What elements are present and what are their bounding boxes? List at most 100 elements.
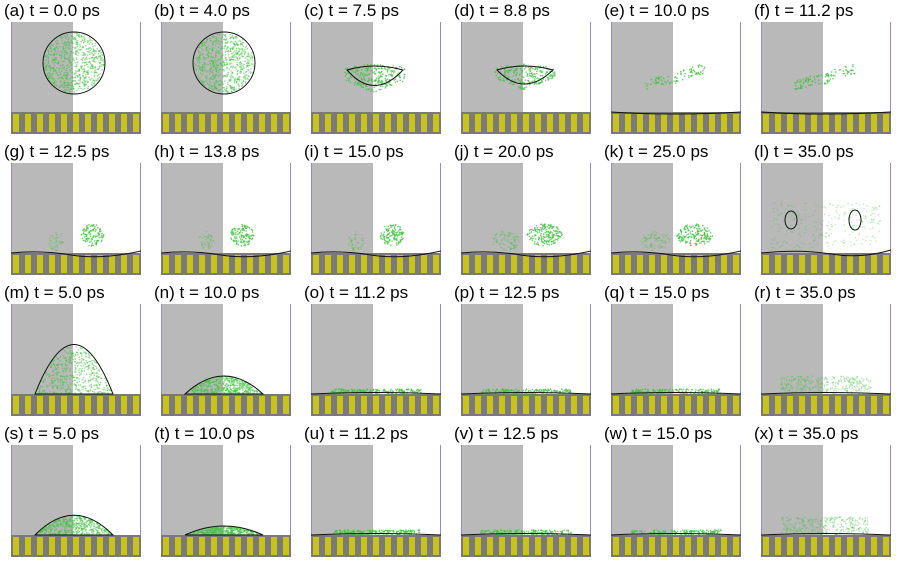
snapshot-panel: (x) t = 35.0 ps xyxy=(750,423,900,564)
surface-outline xyxy=(761,111,891,115)
simulation-frame xyxy=(11,445,141,557)
simulation-snapshot xyxy=(611,304,741,416)
gas-region-left xyxy=(11,163,73,253)
vapor-bubble-outline xyxy=(784,210,798,230)
substrate xyxy=(161,535,291,557)
gas-region-left xyxy=(461,163,523,253)
substrate xyxy=(761,394,891,416)
droplet-particles xyxy=(348,231,365,251)
droplet-outline xyxy=(184,525,264,536)
droplet-particles xyxy=(36,514,113,536)
substrate xyxy=(461,112,591,134)
snapshot-panel: (m) t = 5.0 ps xyxy=(0,282,150,423)
gas-region-right xyxy=(523,445,591,535)
simulation-snapshot xyxy=(761,163,891,275)
surface-outline xyxy=(761,392,891,395)
snapshot-panel: (q) t = 15.0 ps xyxy=(600,282,750,423)
droplet-outline xyxy=(42,31,106,95)
droplet-particles xyxy=(230,223,255,247)
simulation-snapshot xyxy=(461,445,591,557)
simulation-frame xyxy=(761,22,891,134)
surface-outline xyxy=(11,250,141,258)
substrate xyxy=(461,253,591,275)
snapshot-panel: (n) t = 10.0 ps xyxy=(150,282,300,423)
gas-region-left xyxy=(761,163,823,253)
gas-region-left xyxy=(761,304,823,394)
simulation-snapshot xyxy=(461,163,591,275)
droplet-particles xyxy=(676,223,714,247)
droplet-particles xyxy=(494,63,556,90)
simulation-frame xyxy=(161,304,291,416)
panel-label: (p) t = 12.5 ps xyxy=(454,283,560,302)
droplet-particles xyxy=(80,223,105,247)
droplet-particles xyxy=(35,344,114,395)
gas-region-right xyxy=(523,304,591,394)
simulation-frame xyxy=(461,22,591,134)
panel-label: (n) t = 10.0 ps xyxy=(154,283,260,302)
droplet-outline xyxy=(346,65,404,86)
snapshot-panel: (f) t = 11.2 ps xyxy=(750,0,900,141)
surface-outline xyxy=(611,533,741,536)
gas-region-right xyxy=(823,22,891,112)
gas-region-right xyxy=(73,22,141,112)
droplet-particles xyxy=(630,388,721,395)
panel-label: (t) t = 10.0 ps xyxy=(154,424,255,443)
simulation-frame xyxy=(161,445,291,557)
gas-region-left xyxy=(161,445,223,535)
substrate xyxy=(761,253,891,275)
gas-region-left xyxy=(161,304,223,394)
simulation-frame xyxy=(11,163,141,275)
surface-outline xyxy=(761,533,891,536)
gas-region-left xyxy=(611,445,673,535)
panel-label: (s) t = 5.0 ps xyxy=(4,424,99,443)
droplet-particles xyxy=(780,375,872,395)
simulation-frame xyxy=(311,304,441,416)
snapshot-panel: (p) t = 12.5 ps xyxy=(450,282,600,423)
droplet-particles xyxy=(379,223,405,246)
simulation-snapshot xyxy=(311,163,441,275)
substrate xyxy=(161,253,291,275)
gas-region-left xyxy=(311,445,373,535)
simulation-snapshot xyxy=(761,304,891,416)
simulation-frame xyxy=(611,163,741,275)
substrate xyxy=(761,112,891,134)
droplet-outline xyxy=(33,514,115,536)
droplet-particles xyxy=(199,231,215,250)
substrate xyxy=(11,394,141,416)
panel-label: (b) t = 4.0 ps xyxy=(154,1,250,20)
gas-region-right xyxy=(523,22,591,112)
gas-region-left xyxy=(761,22,823,112)
snapshot-panel: (a) t = 0.0 ps xyxy=(0,0,150,141)
gas-region-right xyxy=(673,445,741,535)
vapor-bubble-outline xyxy=(848,209,862,231)
simulation-frame xyxy=(611,22,741,134)
simulation-snapshot xyxy=(311,22,441,134)
simulation-frame xyxy=(761,445,891,557)
snapshot-panel: (t) t = 10.0 ps xyxy=(150,423,300,564)
snapshot-panel: (s) t = 5.0 ps xyxy=(0,423,150,564)
simulation-snapshot xyxy=(761,22,891,134)
gas-region-right xyxy=(223,445,291,535)
gas-region-right xyxy=(223,163,291,253)
simulation-snapshot xyxy=(611,22,741,134)
panel-label: (g) t = 12.5 ps xyxy=(4,142,110,161)
surface-outline xyxy=(311,392,441,395)
droplet-particles xyxy=(794,64,856,90)
panel-label: (d) t = 8.8 ps xyxy=(454,1,550,20)
droplet-particles xyxy=(526,223,564,247)
panel-label: (v) t = 12.5 ps xyxy=(454,424,559,443)
simulation-frame xyxy=(161,22,291,134)
substrate xyxy=(11,535,141,557)
droplet-outline xyxy=(34,344,114,395)
substrate xyxy=(611,253,741,275)
substrate xyxy=(161,394,291,416)
substrate xyxy=(461,394,591,416)
simulation-frame xyxy=(311,445,441,557)
simulation-frame xyxy=(311,22,441,134)
panel-label: (o) t = 11.2 ps xyxy=(304,283,409,302)
droplet-outline xyxy=(496,65,554,85)
droplet-outline xyxy=(183,375,265,395)
simulation-frame xyxy=(761,304,891,416)
surface-outline xyxy=(761,249,891,257)
simulation-snapshot xyxy=(311,445,441,557)
